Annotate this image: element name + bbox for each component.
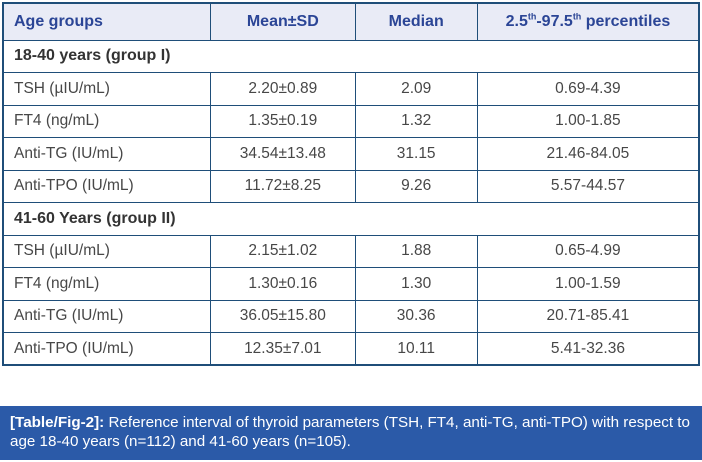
cell-median: 31.15 <box>354 137 478 171</box>
table-body: 18-40 years (group I) TSH (µIU/mL) 2.20±0.… <box>2 39 700 366</box>
col-header-age-groups: Age groups <box>2 2 212 41</box>
cell-mean-sd: 2.15±1.02 <box>210 234 356 268</box>
cell-percentiles: 1.00-1.85 <box>476 104 700 138</box>
cell-percentiles: 20.71-85.41 <box>476 299 700 333</box>
caption-tag: [Table/Fig-2]: <box>10 414 105 431</box>
group-header-row: 41-60 Years (group II) <box>2 202 700 236</box>
table-row: Anti-TPO (IU/mL) 12.35±7.01 10.11 5.41-32.3… <box>2 332 700 366</box>
table-row: Anti-TPO (IU/mL) 11.72±8.25 9.26 5.57-44.57 <box>2 169 700 203</box>
cell-percentiles: 21.46-84.05 <box>476 137 700 171</box>
cell-median: 10.11 <box>354 332 478 366</box>
col-header-percentiles: 2.5th-97.5th percentiles <box>476 2 700 41</box>
cell-mean-sd: 2.20±0.89 <box>210 72 356 106</box>
col-header-mean-sd: Mean±SD <box>210 2 356 41</box>
cell-percentiles: 0.69-4.39 <box>476 72 700 106</box>
caption-text: Reference interval of thyroid parameters… <box>10 414 690 450</box>
table-caption: [Table/Fig-2]: Reference interval of thy… <box>0 406 702 460</box>
percentile-value: 2.5 <box>505 12 528 30</box>
cell-param: TSH (µIU/mL) <box>2 72 212 106</box>
reference-interval-table: Age groups Mean±SD Median 2.5th-97.5th p… <box>2 2 700 366</box>
table-header-row: Age groups Mean±SD Median 2.5th-97.5th p… <box>2 2 700 41</box>
cell-mean-sd: 1.35±0.19 <box>210 104 356 138</box>
cell-median: 1.30 <box>354 267 478 301</box>
table-row: FT4 (ng/mL) 1.35±0.19 1.32 1.00-1.85 <box>2 104 700 138</box>
col-header-median: Median <box>354 2 478 41</box>
cell-mean-sd: 36.05±15.80 <box>210 299 356 333</box>
table-row: FT4 (ng/mL) 1.30±0.16 1.30 1.00-1.59 <box>2 267 700 301</box>
cell-mean-sd: 1.30±0.16 <box>210 267 356 301</box>
cell-param: FT4 (ng/mL) <box>2 104 212 138</box>
cell-median: 9.26 <box>354 169 478 203</box>
table-row: TSH (µIU/mL) 2.20±0.89 2.09 0.69-4.39 <box>2 72 700 106</box>
percentile-value: -97.5 <box>536 12 573 30</box>
cell-median: 2.09 <box>354 72 478 106</box>
cell-param: Anti-TPO (IU/mL) <box>2 169 212 203</box>
cell-percentiles: 1.00-1.59 <box>476 267 700 301</box>
cell-mean-sd: 34.54±13.48 <box>210 137 356 171</box>
table-row: Anti-TG (IU/mL) 36.05±15.80 30.36 20.71-85.… <box>2 299 700 333</box>
cell-param: FT4 (ng/mL) <box>2 267 212 301</box>
group-header-label: 41-60 Years (group II) <box>2 202 700 236</box>
ordinal-suffix: th <box>572 11 582 22</box>
cell-median: 1.32 <box>354 104 478 138</box>
cell-percentiles: 5.57-44.57 <box>476 169 700 203</box>
table-row: Anti-TG (IU/mL) 34.54±13.48 31.15 21.46-84.… <box>2 137 700 171</box>
cell-median: 1.88 <box>354 234 478 268</box>
group-header-label: 18-40 years (group I) <box>2 39 700 73</box>
group-header-row: 18-40 years (group I) <box>2 39 700 73</box>
cell-mean-sd: 12.35±7.01 <box>210 332 356 366</box>
cell-mean-sd: 11.72±8.25 <box>210 169 356 203</box>
percentiles-label: percentiles <box>581 12 671 30</box>
cell-percentiles: 5.41-32.36 <box>476 332 700 366</box>
cell-param: Anti-TPO (IU/mL) <box>2 332 212 366</box>
ordinal-suffix: th <box>527 11 537 22</box>
cell-percentiles: 0.65-4.99 <box>476 234 700 268</box>
cell-param: TSH (µIU/mL) <box>2 234 212 268</box>
cell-param: Anti-TG (IU/mL) <box>2 137 212 171</box>
cell-median: 30.36 <box>354 299 478 333</box>
table-row: TSH (µIU/mL) 2.15±1.02 1.88 0.65-4.99 <box>2 234 700 268</box>
cell-param: Anti-TG (IU/mL) <box>2 299 212 333</box>
